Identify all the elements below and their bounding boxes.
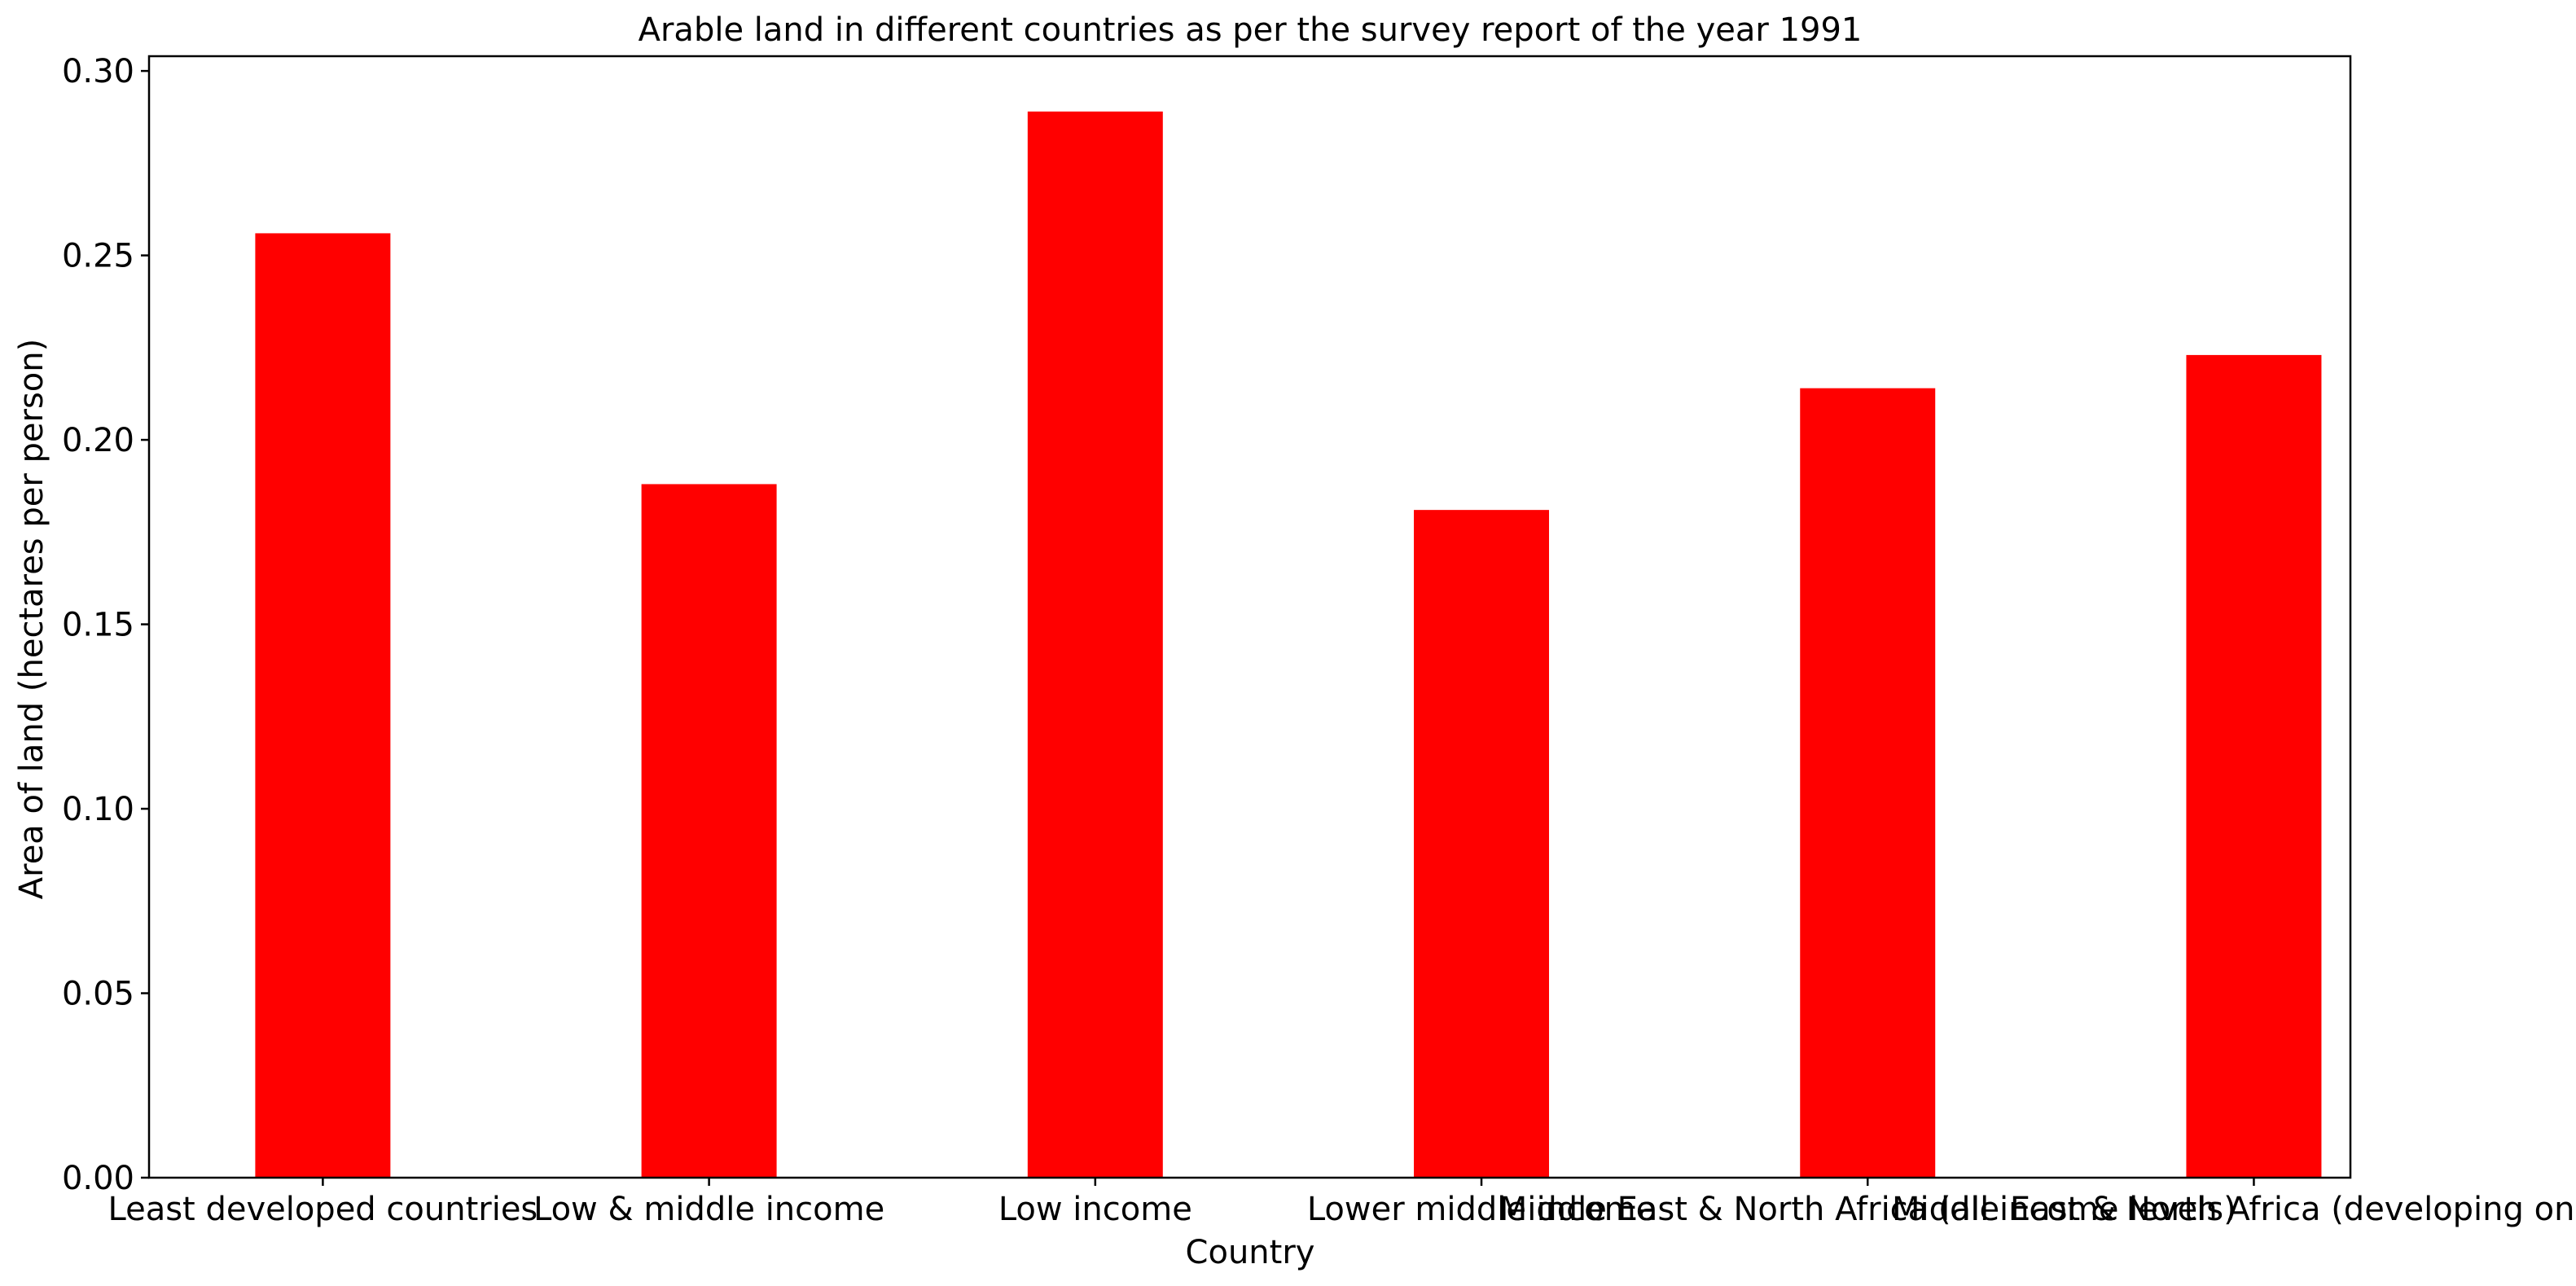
y-tick-label: 0.05	[62, 976, 134, 1013]
chart-title: Arable land in different countries as pe…	[639, 11, 1863, 49]
x-tick-label: Low income	[998, 1191, 1192, 1228]
y-tick-label: 0.25	[62, 238, 134, 275]
x-tick-label: Low & middle income	[533, 1191, 884, 1228]
y-axis: 0.00 0.05 0.10 0.15 0.20 0.25 0.30	[62, 53, 149, 1197]
bar-1	[255, 233, 391, 1178]
bars-group	[255, 111, 2322, 1178]
bar-3	[1027, 111, 1163, 1178]
x-tick-label: Middle East & North Africa (developing o…	[1892, 1191, 2576, 1228]
bar-5	[1800, 388, 1936, 1178]
y-tick-label: 0.20	[62, 422, 134, 459]
bar-6	[2186, 354, 2322, 1178]
x-tick-label: Least developed countries	[108, 1191, 538, 1228]
bar-4	[1414, 510, 1550, 1178]
plot-frame	[147, 55, 2352, 1179]
x-tick-label: Middle East & North Africa (all income l…	[1499, 1191, 2236, 1228]
y-tick-label: 0.10	[62, 791, 134, 828]
x-axis-label: Country	[1186, 1234, 1315, 1271]
y-axis-label: Area of land (hectares per person)	[13, 339, 50, 899]
y-tick-label: 0.15	[62, 607, 134, 644]
y-tick-label: 0.30	[62, 53, 134, 90]
bar-2	[641, 484, 777, 1178]
x-tick-label: Lower middle income	[1307, 1191, 1656, 1228]
y-tick-label: 0.00	[62, 1160, 134, 1197]
